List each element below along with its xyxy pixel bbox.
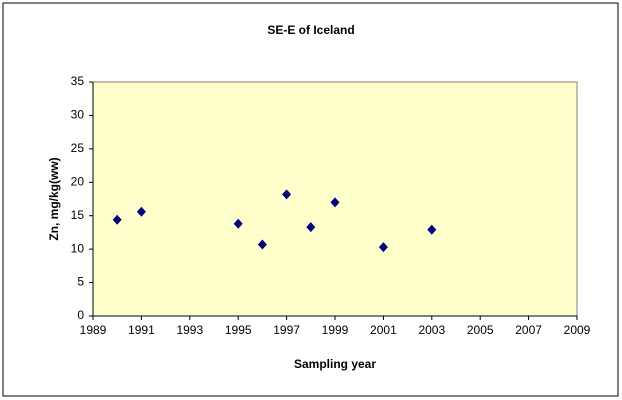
x-tick-label: 2001 (370, 323, 397, 337)
point (282, 189, 292, 200)
point (306, 222, 316, 233)
y-tick-label: 25 (71, 141, 85, 155)
x-tick-label: 1989 (80, 323, 107, 337)
y-tick-label: 10 (71, 241, 85, 255)
y-tick-label: 30 (71, 108, 85, 122)
point (257, 239, 267, 250)
x-tick-label: 1991 (128, 323, 155, 337)
point (136, 206, 146, 217)
point (233, 218, 243, 229)
y-tick-label: 5 (77, 275, 84, 289)
point (427, 224, 437, 235)
x-axis-label: Sampling year (294, 357, 376, 371)
y-tick-label: 20 (71, 174, 85, 188)
x-tick-label: 2005 (467, 323, 494, 337)
chart-title: SE-E of Iceland (267, 23, 354, 37)
x-tick-label: 1993 (176, 323, 203, 337)
x-tick-label: 2007 (515, 323, 542, 337)
y-tick-label: 0 (77, 308, 84, 322)
y-axis-label: Zn, mg/kg(ww) (47, 157, 61, 240)
x-tick-label: 1995 (225, 323, 252, 337)
x-tick-label: 1997 (273, 323, 300, 337)
x-tick-label: 2009 (564, 323, 591, 337)
x-tick-label: 1999 (322, 323, 349, 337)
point (112, 214, 122, 225)
y-tick-label: 35 (71, 74, 85, 88)
x-tick-label: 2003 (418, 323, 445, 337)
y-tick-label: 15 (71, 208, 85, 222)
point (330, 197, 340, 208)
point (378, 242, 388, 253)
